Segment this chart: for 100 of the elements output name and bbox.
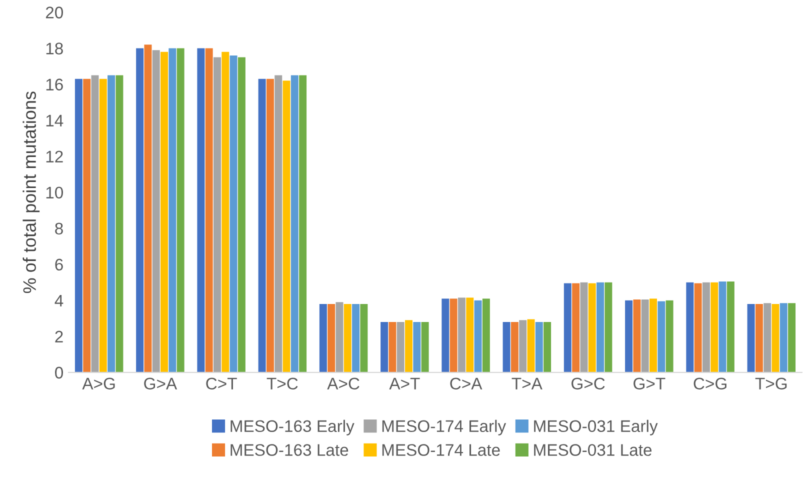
bar bbox=[604, 282, 612, 372]
bar bbox=[290, 75, 298, 372]
y-tick-label: 0 bbox=[55, 366, 63, 379]
legend-label: MESO-031 Early bbox=[534, 420, 658, 436]
x-tick-label: T>A bbox=[512, 378, 542, 390]
bar bbox=[396, 322, 404, 372]
bar bbox=[572, 283, 580, 372]
bar bbox=[625, 300, 633, 372]
bar bbox=[502, 322, 510, 372]
bar bbox=[319, 304, 327, 372]
bar bbox=[564, 283, 572, 372]
bar bbox=[344, 304, 352, 372]
y-tick-label: 8 bbox=[55, 222, 63, 235]
x-tick-label: A>T bbox=[389, 378, 420, 390]
bar bbox=[702, 282, 710, 372]
bar bbox=[116, 75, 124, 372]
bar bbox=[633, 299, 641, 372]
bar bbox=[474, 300, 482, 372]
bar bbox=[213, 57, 221, 372]
bar bbox=[450, 298, 458, 372]
bar bbox=[266, 78, 274, 372]
bar bbox=[83, 78, 91, 372]
bar bbox=[360, 304, 368, 372]
bar bbox=[482, 298, 490, 372]
legend-label: MESO-031 Late bbox=[534, 444, 652, 456]
bar bbox=[205, 48, 213, 372]
bar bbox=[466, 298, 474, 372]
y-axis-title: % of total point mutations bbox=[22, 92, 40, 294]
bar bbox=[230, 55, 238, 372]
bar bbox=[336, 302, 344, 372]
y-tick-label: 12 bbox=[46, 150, 63, 162]
bar bbox=[788, 303, 796, 372]
bar bbox=[726, 281, 734, 372]
x-tick-label: G>C bbox=[572, 378, 605, 390]
bar bbox=[710, 282, 718, 372]
bar bbox=[136, 48, 144, 372]
bar bbox=[458, 298, 466, 372]
bar bbox=[596, 282, 604, 372]
y-tick-label: 14 bbox=[46, 114, 64, 126]
bar bbox=[274, 75, 282, 372]
bar bbox=[694, 283, 702, 372]
bar bbox=[152, 50, 160, 372]
bar bbox=[99, 78, 107, 372]
bar bbox=[421, 322, 429, 372]
y-tick-label: 20 bbox=[46, 6, 63, 18]
bar bbox=[641, 299, 649, 372]
bar bbox=[352, 304, 360, 372]
bar bbox=[299, 75, 307, 372]
bar bbox=[176, 48, 184, 372]
bar bbox=[168, 48, 176, 372]
bar bbox=[197, 48, 205, 372]
bar bbox=[649, 298, 657, 372]
bar bbox=[686, 282, 694, 372]
y-tick-label: 2 bbox=[55, 330, 63, 342]
bar bbox=[405, 320, 413, 372]
bar bbox=[588, 283, 596, 372]
x-tick-label: G>A bbox=[144, 378, 178, 390]
y-tick-label: 16 bbox=[46, 78, 63, 90]
bar bbox=[91, 75, 99, 372]
legend-label: MESO-163 Late bbox=[230, 444, 348, 456]
bar bbox=[519, 320, 527, 372]
bar bbox=[388, 322, 396, 372]
x-tick-label: T>G bbox=[755, 378, 787, 390]
bar bbox=[380, 322, 388, 372]
bar bbox=[258, 78, 266, 372]
x-tick-label: T>C bbox=[266, 378, 298, 390]
bar bbox=[160, 52, 168, 372]
bar bbox=[108, 75, 116, 372]
bar bbox=[222, 52, 230, 372]
y-tick-label: 10 bbox=[46, 186, 63, 199]
bar bbox=[747, 304, 755, 372]
x-tick-label: C>A bbox=[450, 378, 482, 390]
bar bbox=[772, 304, 780, 372]
bar bbox=[238, 57, 246, 372]
bar bbox=[328, 304, 336, 372]
x-tick-label: A>G bbox=[82, 378, 115, 390]
bar bbox=[666, 300, 674, 372]
bar bbox=[535, 322, 543, 372]
legend-label: MESO-174 Late bbox=[382, 444, 500, 456]
bar bbox=[580, 282, 588, 372]
legend-label: MESO-174 Early bbox=[382, 420, 506, 436]
bar bbox=[510, 322, 518, 372]
x-tick-label: G>T bbox=[634, 378, 666, 390]
bar bbox=[764, 303, 772, 372]
x-tick-label: C>G bbox=[694, 378, 726, 390]
bar bbox=[755, 304, 763, 372]
x-tick-label: A>C bbox=[327, 378, 360, 390]
bar bbox=[144, 44, 152, 372]
bar bbox=[780, 303, 788, 372]
bar bbox=[527, 319, 535, 372]
bar bbox=[282, 80, 290, 372]
bar bbox=[544, 322, 552, 372]
bar bbox=[413, 322, 421, 372]
bar bbox=[658, 301, 666, 372]
bar bbox=[74, 78, 82, 372]
bar bbox=[718, 281, 726, 372]
x-tick-label: C>T bbox=[206, 378, 237, 390]
bar bbox=[442, 298, 450, 372]
legend-label: MESO-163 Early bbox=[230, 420, 354, 436]
y-tick-label: 6 bbox=[55, 258, 63, 271]
